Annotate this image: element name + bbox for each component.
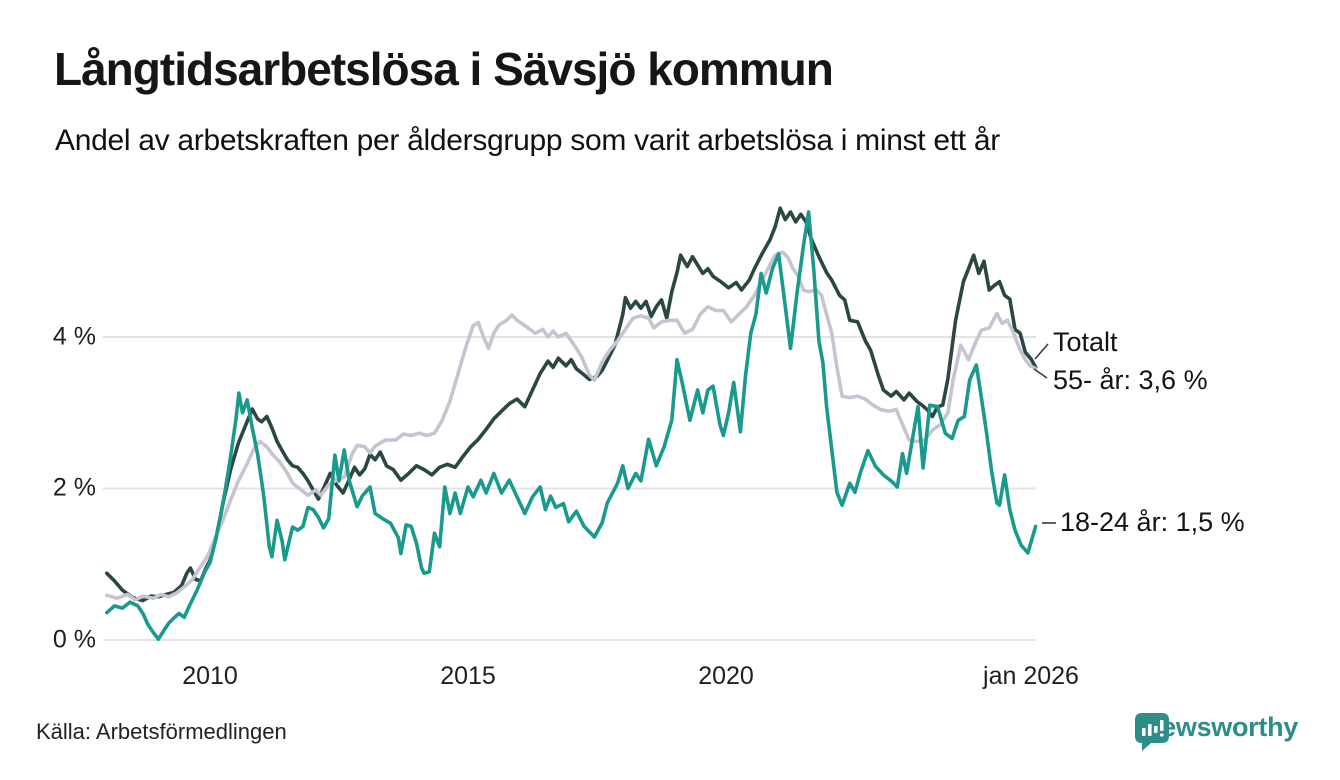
series-label-55: 55- år: 3,6 % <box>1053 365 1208 395</box>
series-label-totalt: Totalt <box>1053 327 1118 357</box>
y-tick-0: 0 % <box>52 625 96 654</box>
source-note: Källa: Arbetsförmedlingen <box>36 719 287 744</box>
series-line-55-r <box>105 250 1038 602</box>
gridlines <box>103 336 1036 641</box>
chart-subtitle: Andel av arbetskraften per åldersgrupp s… <box>55 124 1000 157</box>
y-tick-4: 4 % <box>52 322 96 351</box>
x-tick-jan-2026: jan 2026 <box>983 662 1079 690</box>
page-title: Långtidsarbetslösa i Sävsjö kommun <box>54 43 834 95</box>
series-lines <box>105 206 1038 642</box>
newsworthy-logo-icon <box>1134 713 1169 751</box>
series-label-18-24: 18-24 år: 1,5 % <box>1060 507 1245 537</box>
x-tick-2010: 2010 <box>182 662 238 690</box>
x-tick-2015: 2015 <box>440 662 496 690</box>
older-connector-line <box>1033 368 1048 379</box>
y-tick-2: 2 % <box>52 473 96 502</box>
totalt-connector-line <box>1034 343 1049 360</box>
label-connectors <box>1033 343 1056 524</box>
series-line-18-24-r <box>105 210 1038 642</box>
series-line-totalt <box>105 206 1038 603</box>
brand-lockup: Newsworthy <box>1134 712 1298 751</box>
x-tick-2020: 2020 <box>698 662 754 690</box>
